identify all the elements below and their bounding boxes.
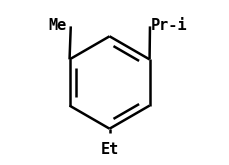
Text: Pr-i: Pr-i: [151, 18, 187, 33]
Text: Et: Et: [101, 142, 119, 157]
Text: Me: Me: [49, 18, 67, 33]
